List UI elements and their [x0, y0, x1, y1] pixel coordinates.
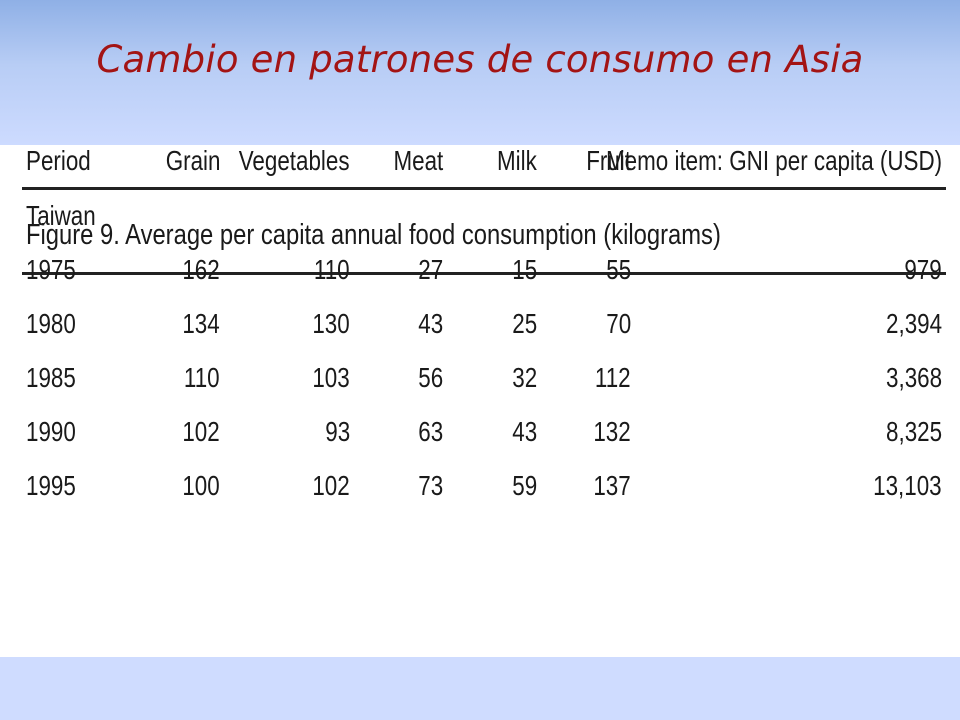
table-cell: 32: [512, 362, 537, 393]
caption-rule: [22, 272, 946, 275]
table-cell: 73: [418, 470, 443, 501]
table-cell: 8,325: [885, 416, 942, 447]
table-cell: 130: [312, 308, 350, 339]
table-cell: 25: [512, 308, 537, 339]
table-cell: 13,103: [873, 470, 942, 501]
table-cell: 55: [606, 254, 631, 285]
column-header-milk: Milk: [497, 145, 537, 176]
table-cell: 100: [182, 470, 220, 501]
table-cell: 112: [595, 362, 631, 393]
top-rule: [22, 187, 946, 190]
column-header-period: Period: [26, 145, 91, 176]
table-cell: 102: [182, 416, 220, 447]
column-header-memo-item-gni-per-capita-usd: Memo item: GNI per capita (USD): [605, 145, 942, 176]
table-cell: 70: [606, 308, 631, 339]
column-header-grain: Grain: [165, 145, 220, 176]
table-cell: 2,394: [885, 308, 942, 339]
column-header-fruit: Fruit: [586, 145, 631, 176]
table-cell: 132: [593, 416, 631, 447]
table-cell: 103: [312, 362, 350, 393]
table-cell: 162: [182, 254, 220, 285]
table-cell: 134: [182, 308, 220, 339]
table-cell: 110: [184, 362, 220, 393]
table-cell: 56: [418, 362, 443, 393]
row-period: 1985: [26, 362, 76, 393]
table-cell: 27: [418, 254, 443, 285]
row-period: 1980: [26, 308, 76, 339]
table-cell: 102: [312, 470, 350, 501]
slide-header: Cambio en patrones de consumo en Asia: [0, 0, 960, 145]
table-cell: 137: [593, 470, 631, 501]
table-cell: 93: [325, 416, 350, 447]
row-period: 1975: [26, 254, 76, 285]
figure-table: Figure 9. Average per capita annual food…: [0, 145, 960, 657]
table-cell: 43: [512, 416, 537, 447]
table-cell: 43: [418, 308, 443, 339]
slide-title: Cambio en patrones de consumo en Asia: [96, 38, 864, 81]
table-cell: 110: [314, 254, 350, 285]
table-cell: 979: [904, 254, 942, 285]
table-cell: 15: [512, 254, 537, 285]
row-period: 1990: [26, 416, 76, 447]
table-cell: 59: [512, 470, 537, 501]
column-header-vegetables: Vegetables: [239, 145, 350, 176]
table-cell: 3,368: [885, 362, 942, 393]
column-header-meat: Meat: [393, 145, 443, 176]
bottom-band: [0, 657, 960, 720]
figure-caption: Figure 9. Average per capita annual food…: [26, 219, 721, 251]
row-period: 1995: [26, 470, 76, 501]
table-cell: 63: [418, 416, 443, 447]
group-label-taiwan: Taiwan: [26, 200, 96, 231]
